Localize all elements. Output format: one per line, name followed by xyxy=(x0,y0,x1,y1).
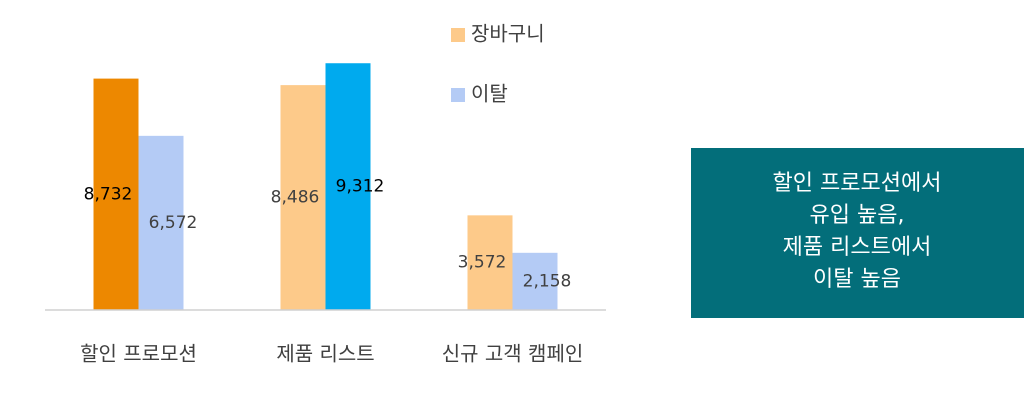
annotation-line: 할인 프로모션에서 xyxy=(773,171,942,196)
legend-swatch xyxy=(451,88,465,102)
value-label: 2,158 xyxy=(523,271,572,291)
value-label: 3,572 xyxy=(458,253,507,273)
x-tick-label: 할인 프로모션 xyxy=(80,342,197,366)
x-tick-label: 신규 고객 캠페인 xyxy=(442,342,584,366)
bar xyxy=(325,63,371,311)
bar xyxy=(512,252,558,310)
value-label: 6,572 xyxy=(149,213,198,233)
annotation-line: 이탈 높음 xyxy=(813,267,901,292)
value-label: 8,732 xyxy=(84,184,133,204)
bar xyxy=(467,215,513,310)
annotation-line: 제품 리스트에서 xyxy=(783,235,932,260)
bar xyxy=(93,78,139,311)
legend-label: 이탈 xyxy=(471,82,508,106)
annotation-line: 유입 높음, xyxy=(810,203,905,228)
legend-swatch xyxy=(451,28,465,42)
annotation-box xyxy=(691,148,1024,318)
value-label: 8,486 xyxy=(271,188,320,208)
bar xyxy=(280,85,326,310)
value-label: 9,312 xyxy=(336,177,385,197)
bar xyxy=(138,135,184,310)
legend-label: 장바구니 xyxy=(471,22,545,46)
x-tick-label: 제품 리스트 xyxy=(276,342,374,366)
